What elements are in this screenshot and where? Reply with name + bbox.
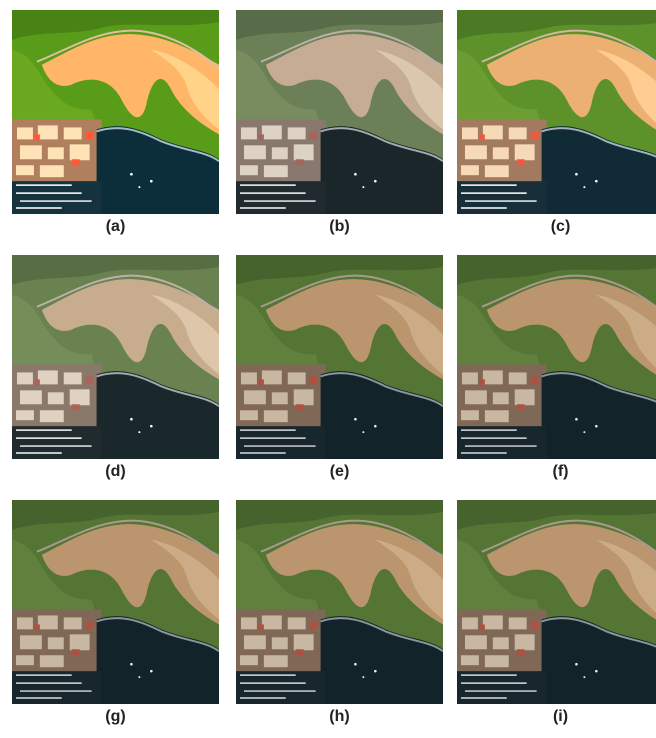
satellite-image: [236, 255, 443, 459]
panel-label: (c): [551, 218, 571, 235]
satellite-image: [236, 500, 443, 704]
panel-label: (b): [329, 218, 349, 235]
panel-label: (i): [553, 708, 568, 725]
figure: (a) (b) (c) (d) (e) (f) (g) (h) (i): [0, 0, 656, 733]
panel-label: (e): [330, 463, 350, 480]
panel-label: (g): [105, 708, 125, 725]
satellite-image: [457, 10, 656, 214]
satellite-image: [457, 500, 656, 704]
panel-label: (d): [105, 463, 125, 480]
satellite-image: [236, 10, 443, 214]
panel-label: (a): [106, 218, 126, 235]
satellite-image: [12, 255, 219, 459]
satellite-image: [12, 500, 219, 704]
satellite-image: [457, 255, 656, 459]
panel-label: (h): [329, 708, 349, 725]
satellite-image: [12, 10, 219, 214]
panel-label: (f): [553, 463, 569, 480]
